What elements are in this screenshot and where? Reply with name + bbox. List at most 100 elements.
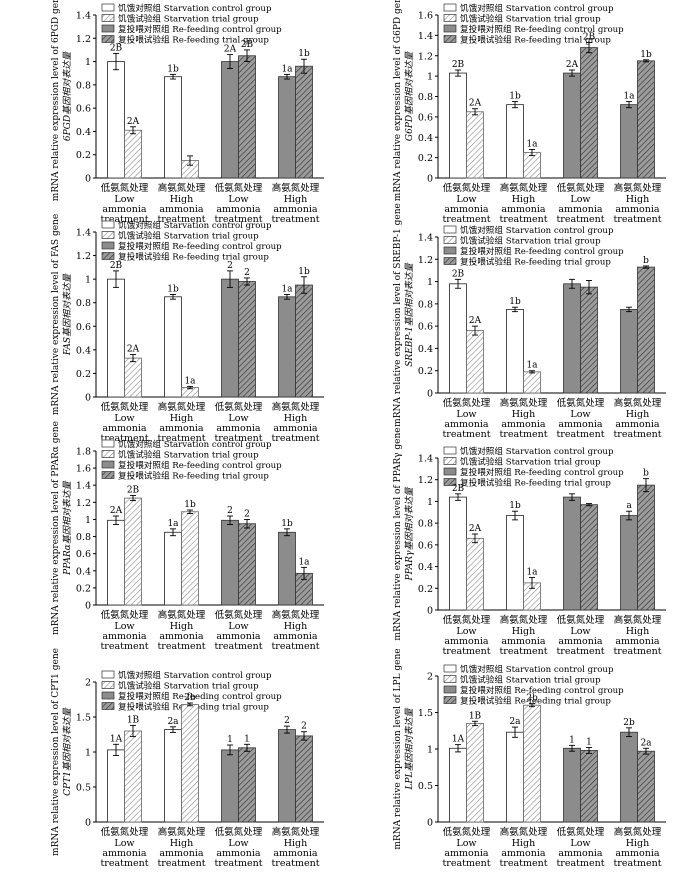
bar: [295, 735, 313, 823]
bar: [523, 371, 541, 394]
significance-label: 1b: [281, 519, 293, 529]
legend-swatch: [443, 446, 457, 455]
category-label-cn: 低氨氮处理: [101, 401, 149, 413]
category-label-en: treatment: [214, 641, 262, 652]
y-tick-label: 1: [427, 72, 433, 83]
category-label-cn: 高氨氮处理: [500, 826, 548, 838]
legend-label: 饥饿试验组 Starvation trial group: [118, 230, 259, 242]
category-label-en: treatment: [157, 433, 205, 444]
significance-label: b: [643, 256, 649, 266]
category-label-en: High: [626, 838, 650, 849]
category-label-en: ammonia: [615, 636, 660, 647]
category-label-cn: 高氨氮处理: [500, 182, 548, 194]
legend-swatch: [443, 478, 457, 486]
y-tick-label: 0.4: [418, 133, 433, 144]
bar: [580, 750, 598, 823]
legend-swatch: [443, 3, 457, 12]
category-label-en: Low: [570, 626, 590, 637]
bar: [164, 296, 182, 398]
category-label-cn: 低氨氮处理: [557, 614, 605, 626]
bar: [164, 729, 182, 823]
y-tick-label: 0.6: [418, 540, 433, 551]
bar: [221, 278, 239, 398]
significance-label: 1b: [509, 297, 521, 307]
y-tick-label: 0.4: [76, 345, 91, 356]
category-label-en: treatment: [100, 214, 148, 225]
category-label-en: treatment: [100, 433, 148, 444]
legend-label: 饥饿对照组 Starvation control group: [118, 219, 272, 231]
bar: [466, 537, 484, 611]
y-tick-label: 1.2: [418, 51, 433, 62]
legend-swatch: [443, 246, 457, 255]
category-label-en: ammonia: [216, 204, 261, 215]
y-tick-label: 2: [85, 678, 91, 689]
bar: [637, 266, 655, 394]
significance-label: 2B: [583, 33, 596, 43]
y-axis-title-en: mRNA relative expression level of PPARγ …: [393, 427, 403, 640]
y-tick-label: 0.2: [418, 153, 433, 164]
category-label-cn: 低氨氮处理: [101, 609, 149, 621]
bar: [580, 286, 598, 394]
category-label-en: treatment: [271, 641, 319, 652]
category-label-en: ammonia: [216, 848, 261, 859]
category-label-en: treatment: [157, 214, 205, 225]
category-label-en: ammonia: [501, 204, 546, 215]
legend-label: 饥饿对照组 Starvation control group: [118, 669, 272, 681]
significance-label: 2: [227, 261, 233, 271]
bar: [278, 729, 296, 823]
significance-label: 1A: [110, 734, 123, 744]
category-label-en: treatment: [271, 433, 319, 444]
bar: [295, 284, 313, 398]
significance-label: 2: [301, 722, 307, 732]
legend-label: 饥饿对照组 Starvation control group: [460, 2, 614, 14]
legend-swatch: [443, 35, 457, 43]
legend-swatch: [443, 457, 457, 465]
category-label-en: ammonia: [102, 423, 147, 434]
y-axis-title-en: mRNA relative expression level of G6PD g…: [393, 0, 403, 201]
bar: [523, 704, 541, 823]
y-axis-title-cn: G6PD基因相对表达量: [404, 51, 415, 141]
category-label-en: treatment: [556, 646, 604, 657]
significance-label: b: [643, 469, 649, 479]
category-label-en: treatment: [271, 214, 319, 225]
category-label-en: Low: [228, 194, 248, 205]
legend-swatch: [101, 450, 115, 458]
category-label-en: treatment: [442, 429, 490, 440]
significance-label: 2A: [127, 117, 140, 127]
bar: [221, 519, 239, 606]
y-tick-label: 1: [85, 748, 91, 759]
category-label-en: High: [284, 413, 308, 424]
bar: [466, 723, 484, 823]
legend-swatch: [101, 24, 115, 33]
y-tick-label: 0.8: [418, 92, 433, 103]
category-label-en: treatment: [214, 433, 262, 444]
category-label-en: treatment: [157, 641, 205, 652]
y-tick-label: 1.6: [418, 11, 433, 22]
legend-label: 复投喂试验组 Re-feeding trial group: [460, 34, 611, 46]
category-label-en: treatment: [442, 858, 490, 869]
y-tick-label: 1.4: [76, 11, 91, 22]
legend-swatch: [443, 675, 457, 683]
y-tick-label: 1.2: [76, 251, 91, 262]
category-label-en: treatment: [214, 214, 262, 225]
category-label-en: High: [512, 626, 536, 637]
bar: [637, 750, 655, 823]
y-tick-label: 0.8: [76, 80, 91, 91]
y-tick-label: 0.2: [76, 369, 91, 380]
significance-label: 2: [284, 716, 290, 726]
bar: [580, 504, 598, 611]
legend-label: 饥饿试验组 Starvation trial group: [460, 456, 601, 468]
y-tick-label: 0: [85, 174, 91, 185]
y-axis-title-en: mRNA relative expression level of SREBP-…: [393, 203, 403, 427]
category-label-cn: 低氨氮处理: [557, 397, 605, 409]
category-label-en: ammonia: [501, 419, 546, 430]
legend-swatch: [443, 236, 457, 244]
category-label-en: treatment: [613, 858, 661, 869]
legend-swatch: [443, 24, 457, 33]
significance-label: 1: [244, 734, 250, 744]
y-tick-label: 0.4: [418, 344, 433, 355]
bar: [449, 72, 467, 179]
legend-label: 饥饿对照组 Starvation control group: [118, 438, 272, 450]
bar: [637, 484, 655, 611]
